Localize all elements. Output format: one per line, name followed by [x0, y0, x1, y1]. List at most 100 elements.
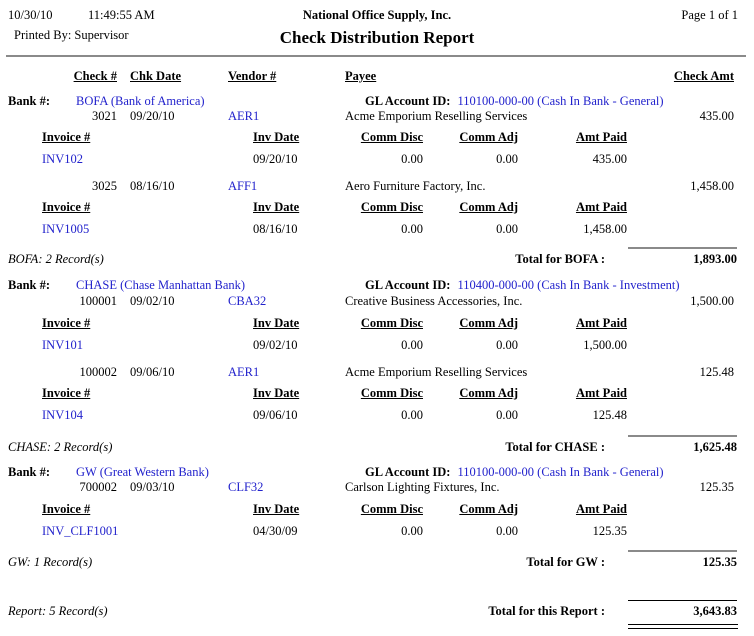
- invoice-row: INV104 09/06/10 0.00 0.00 125.48: [0, 408, 754, 424]
- vendor-link[interactable]: CLF32: [228, 480, 264, 494]
- bank-id-link[interactable]: CHASE (Chase Manhattan Bank): [76, 278, 246, 292]
- payee-name: Acme Emporium Reselling Services: [345, 109, 528, 123]
- check-date: 09/03/10: [130, 480, 175, 494]
- comm-disc-value: 0.00: [401, 524, 423, 538]
- col-header-comm-disc: Comm Disc: [360, 130, 423, 144]
- invoice-header-row: Invoice # Inv Date Comm Disc Comm Adj Am…: [0, 200, 754, 216]
- column-header-row: Check # Chk Date Vendor # Payee Check Am…: [0, 69, 754, 85]
- col-header-comm-adj: Comm Adj: [459, 502, 518, 516]
- bank-record-count: CHASE: 2 Record(s): [8, 440, 113, 454]
- col-header-comm-disc: Comm Disc: [360, 200, 423, 214]
- col-header-inv-date: Inv Date: [253, 130, 300, 144]
- check-amount: 125.48: [699, 365, 734, 379]
- bank-total-amount: 1,625.48: [628, 435, 737, 455]
- vendor-link[interactable]: AER1: [228, 365, 260, 379]
- col-header-check-amt: Check Amt: [673, 69, 734, 83]
- col-header-inv-date: Inv Date: [253, 200, 300, 214]
- header-divider: [6, 55, 746, 57]
- bank-id-link[interactable]: GW (Great Western Bank): [76, 465, 209, 479]
- col-header-comm-disc: Comm Disc: [360, 316, 423, 330]
- col-header-amt-paid: Amt Paid: [575, 130, 627, 144]
- comm-adj-value: 0.00: [496, 222, 518, 236]
- report-title: Check Distribution Report: [279, 28, 475, 47]
- col-header-comm-adj: Comm Adj: [459, 200, 518, 214]
- comm-disc-value: 0.00: [401, 152, 423, 166]
- report-total-amount: 3,643.83: [628, 600, 737, 619]
- check-date: 08/16/10: [130, 179, 175, 193]
- check-number: 100001: [79, 294, 118, 308]
- check-row: 100002 09/06/10 AER1 Acme Emporium Resel…: [0, 365, 754, 381]
- col-header-invoice-no: Invoice #: [42, 130, 91, 144]
- bank-number-label: Bank #:: [8, 465, 51, 479]
- bank-id-link[interactable]: BOFA (Bank of America): [76, 94, 205, 108]
- bank-header-row: Bank #: BOFA (Bank of America) GL Accoun…: [0, 94, 754, 110]
- invoice-number-link[interactable]: INV104: [42, 408, 83, 422]
- bank-total-label: Total for CHASE :: [505, 440, 605, 454]
- invoice-date: 09/06/10: [253, 408, 298, 422]
- print-time: 11:49:55 AM: [88, 8, 155, 22]
- check-number: 700002: [79, 480, 118, 494]
- comm-adj-value: 0.00: [496, 408, 518, 422]
- col-header-comm-disc: Comm Disc: [360, 386, 423, 400]
- gl-account-link[interactable]: 110100-000-00 (Cash In Bank - General): [457, 465, 664, 479]
- col-header-amt-paid: Amt Paid: [575, 316, 627, 330]
- report-total-double-underline: [628, 624, 738, 629]
- vendor-link[interactable]: CBA32: [228, 294, 267, 308]
- report-record-count: Report: 5 Record(s): [8, 604, 108, 618]
- invoice-date: 09/02/10: [253, 338, 298, 352]
- comm-disc-value: 0.00: [401, 338, 423, 352]
- check-date: 09/06/10: [130, 365, 175, 379]
- print-date: 10/30/10: [8, 8, 53, 22]
- col-header-invoice-no: Invoice #: [42, 316, 91, 330]
- payee-name: Aero Furniture Factory, Inc.: [345, 179, 486, 193]
- report-header-row: 10/30/10 11:49:55 AM National Office Sup…: [0, 8, 754, 24]
- invoice-row: INV1005 08/16/10 0.00 0.00 1,458.00: [0, 222, 754, 238]
- check-amount: 435.00: [699, 109, 734, 123]
- gl-account-link[interactable]: 110400-000-00 (Cash In Bank - Investment…: [457, 278, 680, 292]
- col-header-comm-adj: Comm Adj: [459, 130, 518, 144]
- bank-number-label: Bank #:: [8, 278, 51, 292]
- gl-account-label: GL Account ID:: [365, 278, 451, 292]
- check-row: 100001 09/02/10 CBA32 Creative Business …: [0, 294, 754, 310]
- amt-paid-value: 125.35: [592, 524, 627, 538]
- col-header-amt-paid: Amt Paid: [575, 502, 627, 516]
- payee-name: Creative Business Accessories, Inc.: [345, 294, 523, 308]
- report-title-row: Printed By: Supervisor Check Distributio…: [0, 28, 754, 50]
- printed-by: Printed By: Supervisor: [14, 28, 129, 42]
- invoice-number-link[interactable]: INV102: [42, 152, 83, 166]
- col-header-inv-date: Inv Date: [253, 386, 300, 400]
- check-number: 100002: [79, 365, 118, 379]
- invoice-row: INV102 09/20/10 0.00 0.00 435.00: [0, 152, 754, 168]
- bank-header-row: Bank #: CHASE (Chase Manhattan Bank) GL …: [0, 278, 754, 294]
- invoice-number-link[interactable]: INV_CLF1001: [42, 524, 119, 538]
- bank-record-count: GW: 1 Record(s): [8, 555, 93, 569]
- comm-adj-value: 0.00: [496, 338, 518, 352]
- bank-total-row: GW: 1 Record(s) Total for GW : 125.35: [0, 550, 754, 572]
- col-header-amt-paid: Amt Paid: [575, 386, 627, 400]
- col-header-comm-adj: Comm Adj: [459, 316, 518, 330]
- col-header-invoice-no: Invoice #: [42, 200, 91, 214]
- invoice-number-link[interactable]: INV1005: [42, 222, 90, 236]
- col-header-invoice-no: Invoice #: [42, 502, 91, 516]
- vendor-link[interactable]: AER1: [228, 109, 260, 123]
- invoice-header-row: Invoice # Inv Date Comm Disc Comm Adj Am…: [0, 130, 754, 146]
- check-row: 3021 09/20/10 AER1 Acme Emporium Reselli…: [0, 109, 754, 125]
- check-number: 3025: [92, 179, 117, 193]
- bank-total-label: Total for GW :: [526, 555, 605, 569]
- bank-header-row: Bank #: GW (Great Western Bank) GL Accou…: [0, 465, 754, 481]
- invoice-date: 08/16/10: [253, 222, 298, 236]
- check-date: 09/20/10: [130, 109, 175, 123]
- payee-name: Acme Emporium Reselling Services: [345, 365, 528, 379]
- gl-account-link[interactable]: 110100-000-00 (Cash In Bank - General): [457, 94, 664, 108]
- company-name: National Office Supply, Inc.: [302, 8, 452, 22]
- report-total-label: Total for this Report :: [488, 604, 605, 618]
- vendor-link[interactable]: AFF1: [228, 179, 258, 193]
- invoice-number-link[interactable]: INV101: [42, 338, 83, 352]
- col-header-amt-paid: Amt Paid: [575, 200, 627, 214]
- page-indicator: Page 1 of 1: [681, 8, 738, 22]
- amt-paid-value: 1,458.00: [583, 222, 627, 236]
- amt-paid-value: 1,500.00: [583, 338, 627, 352]
- gl-account-label: GL Account ID:: [365, 94, 451, 108]
- col-header-payee: Payee: [345, 69, 377, 83]
- check-row: 3025 08/16/10 AFF1 Aero Furniture Factor…: [0, 179, 754, 195]
